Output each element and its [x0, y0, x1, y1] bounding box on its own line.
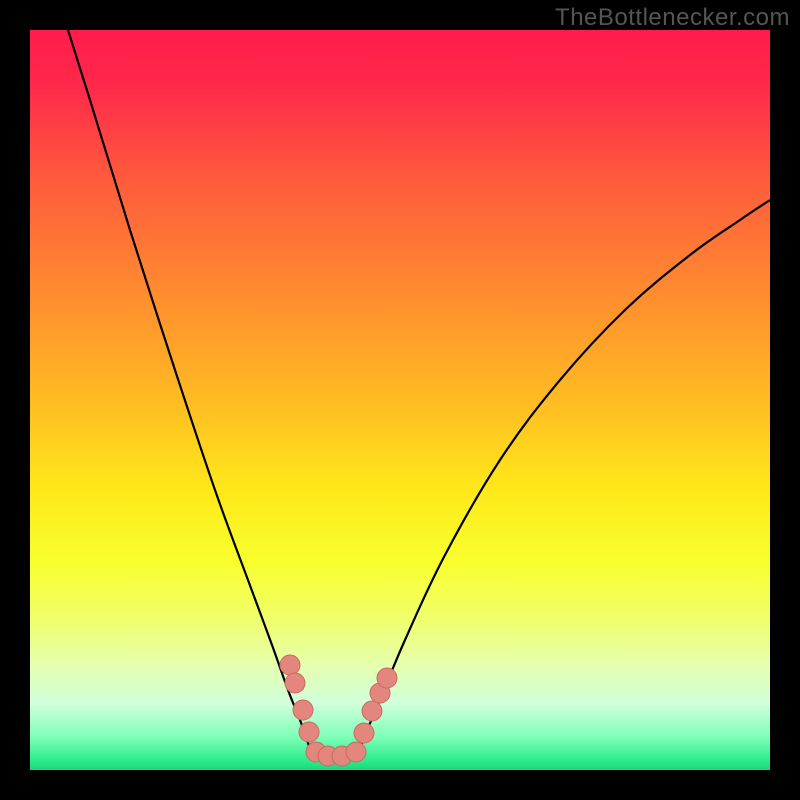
data-marker	[299, 722, 319, 742]
data-marker	[377, 668, 397, 688]
plot-background	[30, 30, 770, 770]
data-marker	[362, 701, 382, 721]
data-marker	[293, 700, 313, 720]
data-marker	[346, 742, 366, 762]
watermark: TheBottlenecker.com	[555, 4, 790, 32]
bottleneck-chart	[0, 0, 800, 800]
data-marker	[354, 723, 374, 743]
data-marker	[280, 655, 300, 675]
data-marker	[285, 673, 305, 693]
chart-root: TheBottlenecker.com	[0, 0, 800, 800]
